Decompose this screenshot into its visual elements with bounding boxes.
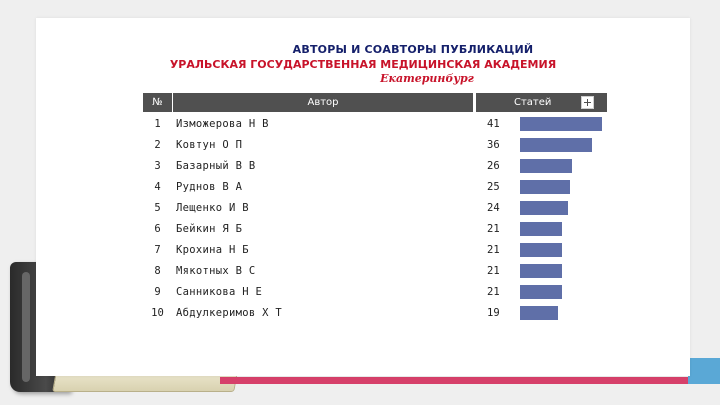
row-count: 36 [487, 139, 500, 151]
table-row[interactable]: 9 Санникова Н Е 21 [143, 282, 607, 303]
header-count[interactable]: Статей [476, 93, 607, 112]
row-num: 5 [154, 202, 161, 214]
row-author[interactable]: Изможерова Н В [176, 118, 269, 130]
row-count: 21 [487, 244, 500, 256]
row-author[interactable]: Крохина Н Б [176, 244, 249, 256]
row-num: 7 [154, 244, 161, 256]
row-count-bar [520, 159, 572, 173]
row-count: 41 [487, 118, 500, 130]
row-count-bar [520, 306, 558, 320]
decorative-ribbon [220, 377, 720, 384]
row-count-bar [520, 264, 562, 278]
table-row[interactable]: 5 Лещенко И В 24 [143, 198, 607, 219]
page-title: АВТОРЫ И СОАВТОРЫ ПУБЛИКАЦИЙ [292, 43, 534, 56]
slide-card: АВТОРЫ И СОАВТОРЫ ПУБЛИКАЦИЙ УРАЛЬСКАЯ Г… [36, 18, 690, 376]
row-num: 4 [154, 181, 161, 193]
table-row[interactable]: 7 Крохина Н Б 21 [143, 240, 607, 261]
city-subtitle: Екатеринбург [380, 72, 474, 85]
row-author[interactable]: Базарный В В [176, 160, 256, 172]
row-author[interactable]: Санникова Н Е [176, 286, 263, 298]
table-row[interactable]: 6 Бейкин Я Б 21 [143, 219, 607, 240]
row-count-bar [520, 180, 570, 194]
row-num: 9 [154, 286, 161, 298]
row-count-bar [520, 285, 562, 299]
header-num[interactable]: № [143, 93, 172, 112]
row-author[interactable]: Лещенко И В [176, 202, 249, 214]
row-author[interactable]: Абдулкеримов Х Т [176, 307, 282, 319]
row-author[interactable]: Мякотных В С [176, 265, 256, 277]
row-author[interactable]: Бейкин Я Б [176, 223, 243, 235]
header-author[interactable]: Автор [173, 93, 473, 112]
organization-title: УРАЛЬСКАЯ ГОСУДАРСТВЕННАЯ МЕДИЦИНСКАЯ АК… [169, 58, 557, 71]
row-count-bar [520, 222, 562, 236]
table-row[interactable]: 8 Мякотных В С 21 [143, 261, 607, 282]
table-body: 1 Изможерова Н В 41 2 Ковтун О П 36 3 Базарный … [143, 114, 607, 324]
header-count-label: Статей [514, 97, 552, 108]
row-num: 3 [154, 160, 161, 172]
row-count: 21 [487, 265, 500, 277]
table-row[interactable]: 10 Абдулкеримов Х Т 19 [143, 303, 607, 324]
row-count: 21 [487, 223, 500, 235]
row-count: 24 [487, 202, 500, 214]
table-header: № Автор Статей [143, 93, 607, 112]
row-count-bar [520, 117, 602, 131]
row-count: 25 [487, 181, 500, 193]
row-count-bar [520, 243, 562, 257]
decorative-ribbon-accent [688, 358, 720, 384]
table-row[interactable]: 4 Руднов В А 25 [143, 177, 607, 198]
table-row[interactable]: 3 Базарный В В 26 [143, 156, 607, 177]
row-author[interactable]: Руднов В А [176, 181, 243, 193]
row-num: 2 [154, 139, 161, 151]
row-count: 19 [487, 307, 500, 319]
expand-plus-icon[interactable] [581, 96, 594, 109]
row-num: 1 [154, 118, 161, 130]
row-num: 10 [151, 307, 164, 319]
row-num: 6 [154, 223, 161, 235]
table-row[interactable]: 1 Изможерова Н В 41 [143, 114, 607, 135]
row-count: 21 [487, 286, 500, 298]
row-count-bar [520, 138, 592, 152]
table-row[interactable]: 2 Ковтун О П 36 [143, 135, 607, 156]
row-count: 26 [487, 160, 500, 172]
row-num: 8 [154, 265, 161, 277]
row-author[interactable]: Ковтун О П [176, 139, 243, 151]
slide-titles: АВТОРЫ И СОАВТОРЫ ПУБЛИКАЦИЙ УРАЛЬСКАЯ Г… [36, 43, 690, 86]
row-count-bar [520, 201, 568, 215]
